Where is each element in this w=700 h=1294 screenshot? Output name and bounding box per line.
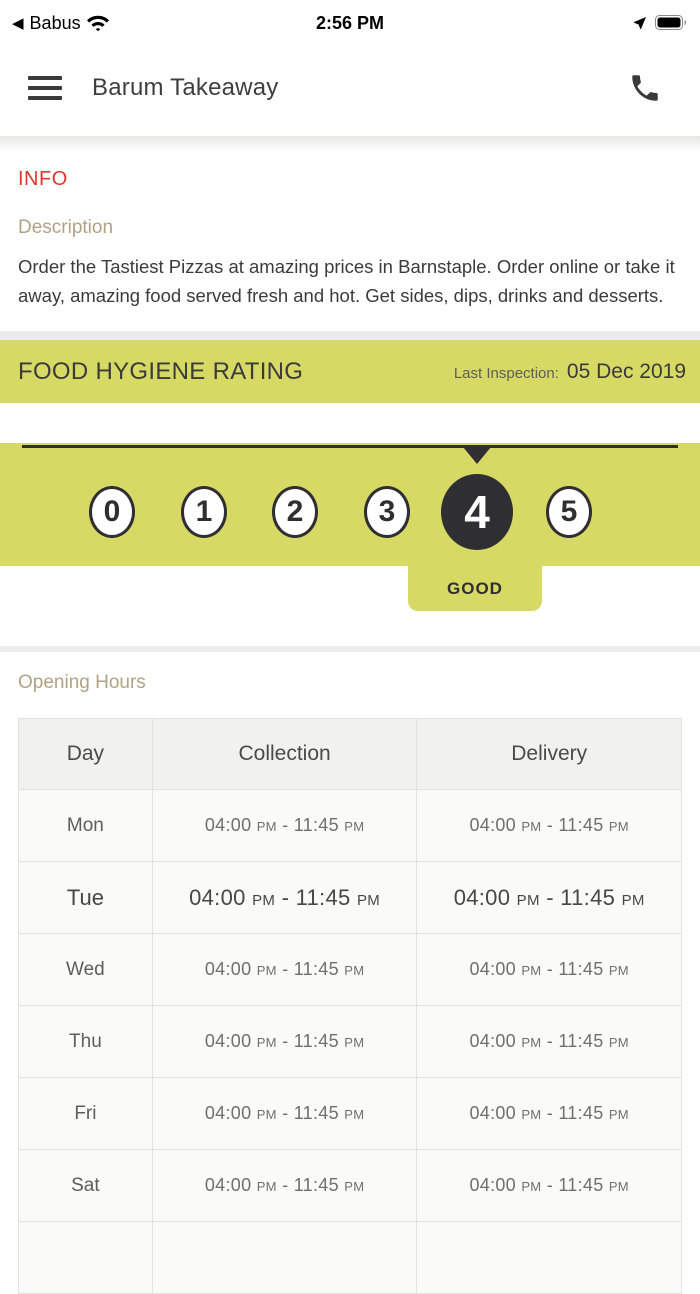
app-header: Barum Takeaway (0, 40, 700, 136)
collection-time-cell: 04:00 PM - 11:45 PM (151, 1005, 418, 1078)
description-text: Order the Tastiest Pizzas at amazing pri… (18, 256, 675, 306)
collection-time-cell: 04:00 PM - 11:45 PM (151, 933, 418, 1006)
delivery-time-cell: 04:00 PM - 11:45 PM (416, 933, 682, 1006)
delivery-time-cell: 04:00 PM - 11:45 PM (416, 789, 682, 862)
call-button[interactable] (628, 71, 662, 105)
collection-time-cell: 04:00 PM - 11:45 PM (151, 1077, 418, 1150)
last-inspection-label: Last Inspection: (453, 364, 559, 382)
opening-hours-label: Opening Hours (18, 672, 146, 693)
table-row-fri: Fri 04:00 PM - 11:45 PM 04:00 PM - 11:45 P… (18, 1077, 682, 1150)
column-header-collection: Collection (151, 718, 418, 790)
hygiene-banner: FOOD HYGIENE RATING Last Inspection: 05 … (0, 340, 700, 403)
delivery-time-cell: 04:00 PM - 11:45 PM (416, 1005, 682, 1078)
rating-circle-2: 2 (272, 486, 318, 538)
rating-circle-1: 1 (181, 486, 227, 538)
day-cell: Sat (18, 1149, 153, 1222)
opening-hours-section: Opening Hours Day Collection Delivery Mo… (0, 652, 700, 1294)
opening-hours-table: Day Collection Delivery Mon 04:00 PM - 11… (18, 718, 682, 1294)
table-row-thu: Thu 04:00 PM - 11:45 PM 04:00 PM - 11:45 P… (18, 1005, 682, 1078)
battery-icon (655, 15, 686, 30)
section-divider (0, 331, 700, 340)
column-header-delivery: Delivery (416, 718, 682, 790)
table-header-row: Day Collection Delivery (18, 718, 682, 790)
table-row-tue: Tue 04:00 PM - 11:45 PM 04:00 PM - 11:45 P… (18, 861, 682, 934)
header-shadow (0, 136, 700, 152)
table-row-wed: Wed 04:00 PM - 11:45 PM 04:00 PM - 11:45 P… (18, 933, 682, 1006)
rating-text-tab: GOOD (408, 566, 542, 611)
rating-circle-0: 0 (89, 486, 135, 538)
column-header-day: Day (18, 718, 153, 790)
status-time: 2:56 PM (315, 12, 385, 33)
day-cell: Fri (18, 1077, 153, 1150)
info-section: INFO Description Order the Tastiest Pizz… (0, 152, 700, 310)
location-icon (634, 17, 646, 29)
status-bar: 2:56 PM ◀ Babus (0, 0, 700, 40)
section-divider (0, 646, 700, 652)
page-title: Barum Takeaway (92, 74, 279, 101)
collection-time-cell: 04:00 PM - 11:45 PM (151, 861, 418, 934)
rating-pointer-icon (463, 447, 491, 464)
delivery-time-cell: 04:00 PM - 11:45 PM (416, 1077, 682, 1150)
last-inspection-date: 05 Dec 2019 (566, 359, 686, 383)
rating-scale-line (22, 445, 678, 448)
day-cell: Wed (18, 933, 153, 1006)
phone-icon (632, 75, 658, 101)
back-app-name: Babus (29, 12, 81, 33)
collection-time-cell: 04:00 PM - 11:45 PM (151, 789, 418, 862)
day-cell: Mon (18, 789, 153, 862)
description-label: Description (18, 217, 114, 238)
collection-time-cell: 04:00 PM - 11:45 PM (151, 1149, 418, 1222)
table-row-partial (18, 1221, 682, 1294)
rating-circle-5: 5 (546, 486, 592, 538)
menu-icon[interactable] (28, 76, 62, 100)
table-row-sat: Sat 04:00 PM - 11:45 PM 04:00 PM - 11:45 P… (18, 1149, 682, 1222)
table-row-mon: Mon 04:00 PM - 11:45 PM 04:00 PM - 11:45 P… (18, 789, 682, 862)
delivery-time-cell: 04:00 PM - 11:45 PM (416, 861, 682, 934)
info-section-label: INFO (18, 168, 68, 190)
day-cell: Tue (18, 861, 153, 934)
hygiene-title: FOOD HYGIENE RATING (18, 357, 304, 385)
wifi-icon (86, 15, 109, 31)
rating-circle-3: 3 (364, 486, 410, 538)
back-to-app[interactable]: ◀ Babus (12, 13, 109, 34)
delivery-time-cell: 04:00 PM - 11:45 PM (416, 1149, 682, 1222)
rating-circle-4-selected: 4 (441, 474, 513, 550)
day-cell: Thu (18, 1005, 153, 1078)
back-arrow-icon: ◀ (12, 14, 24, 32)
